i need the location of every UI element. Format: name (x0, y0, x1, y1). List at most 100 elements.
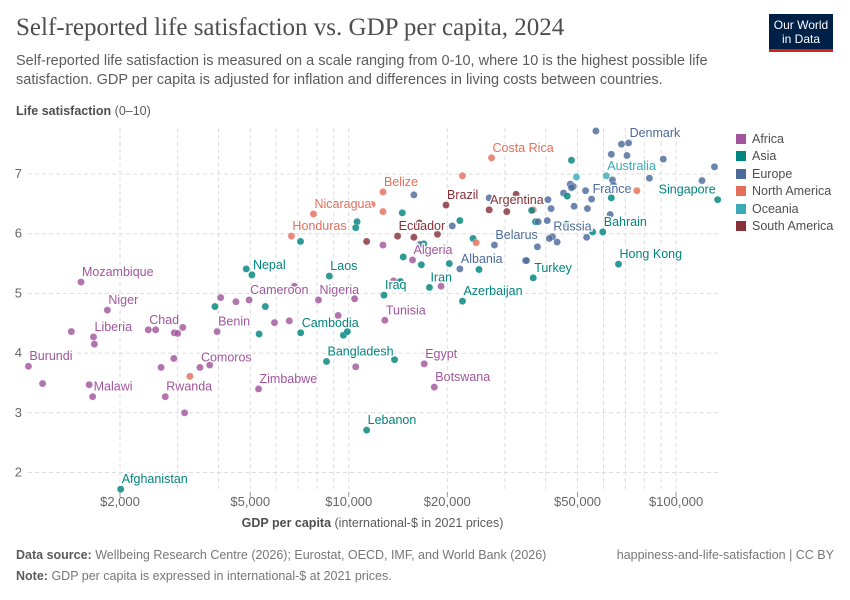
data-point (322, 357, 331, 366)
data-point (350, 295, 359, 303)
source-text[interactable]: Wellbeing Research Centre (2026); Eurost… (95, 548, 547, 562)
x-axis-label: GDP per capita (international-$ in 2021 … (0, 516, 745, 530)
point-label: Mozambique (82, 265, 154, 279)
point-label: France (593, 182, 632, 196)
data-point (567, 183, 576, 192)
data-point (606, 210, 614, 219)
slug-license[interactable]: happiness-and-life-satisfaction | CC BY (616, 548, 834, 562)
data-point (547, 204, 555, 213)
data-point (173, 329, 182, 338)
point-label: Lebanon (368, 413, 417, 427)
point-label: Afghanistan (122, 472, 188, 486)
data-point (351, 223, 360, 232)
y-axis-label: Life satisfaction (0–10) (16, 104, 151, 118)
legend-item[interactable]: South America (736, 218, 833, 236)
data-point (472, 238, 480, 247)
legend-label: Europe (752, 166, 793, 181)
data-point (408, 256, 417, 264)
point-label: Comoros (201, 350, 252, 364)
point-label: Australia (607, 159, 656, 173)
data-point (607, 150, 616, 159)
data-point (415, 219, 424, 227)
data-point (633, 186, 641, 195)
legend-item[interactable]: Europe (736, 165, 833, 183)
data-point (351, 363, 360, 371)
data-point (533, 243, 542, 251)
data-point (567, 156, 576, 165)
data-point (527, 206, 536, 215)
data-point (425, 283, 434, 292)
data-point (116, 485, 125, 493)
y-tick-label: 7 (15, 166, 22, 181)
data-point (213, 327, 221, 336)
data-point (529, 274, 537, 282)
data-point (255, 330, 263, 338)
data-point (543, 216, 551, 225)
data-point (67, 327, 76, 336)
point-label: Iran (430, 270, 452, 284)
data-point (170, 354, 178, 363)
data-point (248, 271, 256, 279)
data-point (581, 186, 590, 195)
legend: Africa Asia Europe North America Oceania Sout… (736, 130, 833, 235)
data-point (609, 181, 618, 190)
legend-swatch (736, 221, 746, 232)
data-point (587, 195, 596, 203)
point-label: Chad (149, 313, 179, 327)
legend-swatch (736, 203, 746, 214)
data-point (325, 272, 334, 280)
data-point (522, 256, 531, 265)
point-label: Nigeria (319, 283, 359, 297)
source-label: Data source: (16, 548, 92, 562)
data-point (398, 209, 407, 217)
data-point (211, 302, 219, 311)
data-point (77, 278, 85, 286)
data-point (157, 363, 165, 372)
point-label: Benin (218, 315, 250, 329)
x-tick-label: $20,000 (424, 494, 471, 509)
y-axis-label-bold: Life satisfaction (16, 104, 112, 118)
data-point (503, 207, 511, 216)
point-label: Turkey (534, 261, 572, 275)
data-point (512, 190, 520, 199)
point-label: Russia (553, 220, 591, 234)
data-point (38, 379, 47, 388)
data-point (545, 234, 554, 243)
data-point (583, 204, 592, 213)
y-tick-label: 5 (15, 285, 22, 300)
point-label: Bahrain (604, 215, 647, 229)
data-point (458, 172, 467, 180)
legend-item[interactable]: North America (736, 183, 833, 201)
owid-logo[interactable]: Our World in Data (769, 14, 833, 52)
point-label: Hong Kong (620, 247, 683, 261)
data-point (563, 192, 571, 200)
data-point (534, 218, 542, 226)
data-point (144, 326, 153, 334)
point-label: Belarus (495, 228, 537, 242)
data-point (562, 220, 571, 228)
legend-swatch (736, 151, 746, 162)
point-label: Rwanda (166, 380, 212, 394)
point-label: Cameroon (250, 283, 308, 297)
point-label: Iraq (385, 278, 407, 292)
data-point (216, 293, 225, 302)
legend-item[interactable]: Oceania (736, 200, 833, 218)
data-point (296, 237, 305, 246)
data-point (103, 306, 112, 314)
data-point (362, 237, 371, 246)
data-point (270, 318, 279, 327)
point-label: Nicaragua (314, 197, 371, 211)
data-point (261, 302, 270, 311)
data-point (659, 155, 668, 163)
data-point (309, 210, 318, 218)
data-point (553, 238, 561, 246)
data-point (456, 216, 464, 225)
legend-swatch (736, 133, 746, 144)
point-label: Botswana (435, 370, 490, 384)
data-point (448, 222, 457, 230)
legend-item[interactable]: Asia (736, 148, 833, 166)
data-point (399, 253, 407, 261)
data-point (179, 323, 187, 332)
data-point (713, 195, 722, 204)
legend-item[interactable]: Africa (736, 130, 833, 148)
